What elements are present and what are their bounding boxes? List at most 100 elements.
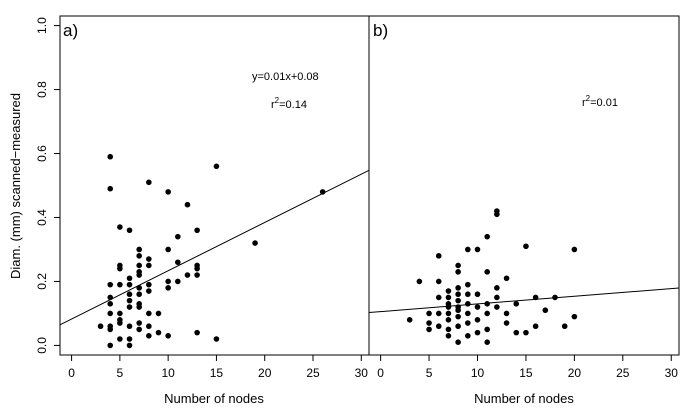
panel-b-data-point	[416, 278, 423, 285]
panel-a-data-point	[184, 201, 191, 208]
panel-a-data-point	[107, 326, 114, 333]
panel-a-x-tick-label: 0	[68, 366, 75, 380]
panel-a-x-tick-label: 10	[161, 366, 175, 380]
panel-b-data-point	[406, 317, 413, 323]
panel-a-data-point	[107, 342, 114, 349]
panel-a-data-point	[107, 153, 114, 160]
panel-b-label: b)	[373, 21, 388, 40]
panel-b-data-point	[435, 294, 442, 301]
panel-a-x-axis-title: Number of nodes	[164, 391, 264, 406]
panel-a-data-point	[146, 288, 152, 294]
panel-b-data-point	[484, 301, 490, 307]
panel-b-data-point	[503, 275, 510, 282]
panel-b-data-point	[426, 310, 432, 317]
panel-a-label: a)	[63, 21, 78, 40]
panel-a-data-point	[165, 285, 171, 291]
panel-a-y-tick-label: 0.8	[35, 81, 49, 98]
panel-b-data-point	[532, 323, 539, 330]
panel-b-data-point	[494, 304, 500, 310]
panel-b-x-tick-label: 20	[568, 366, 582, 380]
panel-a-data-point	[117, 320, 123, 326]
panel-a-x-tick-label: 20	[258, 366, 272, 380]
panel-a-data-point	[136, 304, 142, 310]
panel-b-data-point	[445, 333, 452, 339]
panel-a-data-point	[126, 227, 133, 234]
panel-b-data-point	[455, 291, 461, 298]
panel-a-y-tick-label: 1.0	[35, 17, 49, 34]
panel-b-data-point	[465, 281, 471, 288]
panel-a-data-point	[146, 281, 152, 288]
panel-a-data-point	[126, 297, 133, 304]
panel-a-y-tick-label: 0.6	[35, 145, 49, 162]
panel-a-data-point	[126, 275, 133, 282]
panel-a-data-point	[136, 253, 142, 259]
panel-b-data-point	[484, 339, 490, 346]
panel-b-data-point	[484, 326, 490, 333]
panel-b-data-point	[435, 310, 442, 317]
panel-b-data-point	[494, 211, 500, 218]
panel-a-r2-value: =0.14	[279, 99, 307, 111]
panel-b-data-point	[435, 278, 442, 285]
panel-b-x-tick-label: 10	[471, 366, 485, 380]
panel-a-data-point	[126, 342, 133, 349]
panel-a-data-point	[194, 329, 200, 336]
panel-a-data-point	[319, 189, 326, 195]
panel-b-r2-value: =0.01	[590, 97, 618, 109]
panel-b-data-point	[513, 301, 520, 307]
panel-a-data-point	[117, 310, 123, 317]
panel-a-x-tick-label: 15	[210, 366, 224, 380]
panel-a-data-point	[136, 326, 142, 333]
panel-b-data-point	[455, 269, 461, 275]
panel-a-data-point	[213, 336, 220, 342]
panel-a-data-point	[194, 227, 200, 234]
panel-a-data-point	[252, 240, 258, 246]
panel-a-equation: y=0.01x+0.08	[252, 71, 319, 83]
panel-b-data-point	[465, 333, 471, 339]
panel-b-x-tick-label: 25	[616, 366, 630, 380]
panel-a-data-point	[194, 272, 200, 278]
panel-a-data-point	[175, 233, 181, 240]
panel-b-data-point	[435, 323, 442, 330]
panel-b-data-point	[455, 339, 461, 346]
panel-b-data-point	[571, 313, 578, 320]
panel-a-data-point	[136, 320, 142, 326]
panel-b-data-point	[455, 323, 461, 330]
panel-a-data-point	[194, 265, 200, 272]
panel-a-data-point	[117, 224, 123, 230]
panel-a-data-point	[155, 310, 162, 317]
panel-a-data-point	[107, 310, 114, 317]
panel-b-data-point	[484, 233, 490, 240]
panel-b-data-point	[503, 320, 510, 326]
panel-a-data-point	[136, 262, 142, 269]
panel-a-y-tick-label: 0.4	[35, 209, 49, 226]
panel-a-x-tick-label: 5	[117, 366, 124, 380]
panel-b-data-point	[542, 307, 549, 314]
panel-b-data-point	[445, 317, 452, 323]
panel-a-data-point	[175, 259, 181, 266]
panel-a-y-tick-label: 0.0	[35, 337, 49, 354]
panel-a-y-tick-label: 0.2	[35, 273, 49, 290]
panel-b-data-point	[445, 310, 452, 317]
panel-b-data-point	[503, 310, 510, 317]
panel-a-data-point	[126, 281, 133, 288]
panel-a-data-point	[165, 189, 171, 195]
panel-b-data-point	[455, 307, 461, 314]
panel-b-x-tick-label: 5	[426, 366, 433, 380]
panel-a-data-point	[136, 246, 142, 253]
panel-a-data-point	[97, 323, 104, 330]
chart-marks: 0 5 10 15 20 25 30 0.0 0.2 0.4 0.6 0.8 1.0 0 5 10 15 20 25…	[35, 15, 680, 380]
panel-b-data-point	[552, 294, 558, 301]
panel-a-data-point	[117, 336, 123, 342]
panel-a-data-point	[213, 163, 220, 170]
panel-a-data-point	[175, 278, 181, 285]
panel-b-x-tick-label: 30	[665, 366, 679, 380]
panel-b-data-point	[465, 291, 471, 298]
panel-b-data-point	[561, 323, 568, 330]
panel-a-data-point	[107, 294, 114, 301]
panel-b-data-point	[532, 294, 539, 301]
panel-a-data-point	[165, 278, 171, 285]
panel-a-data-point	[146, 333, 152, 339]
panel-a-data-point	[155, 329, 162, 336]
panel-a-data-point	[126, 304, 133, 310]
panel-b-data-point	[465, 246, 471, 253]
